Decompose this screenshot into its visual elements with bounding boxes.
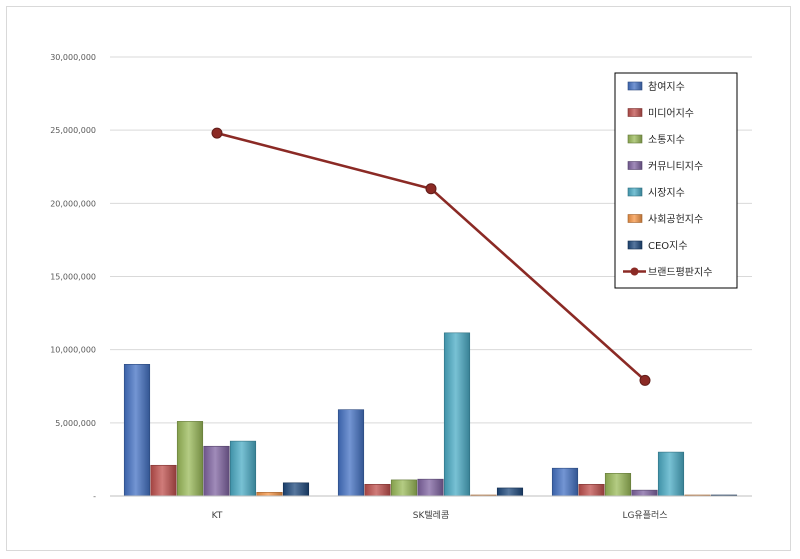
bar-1-1	[123, 363, 151, 497]
bar-1-2	[337, 409, 365, 497]
legend-label: 소통지수	[648, 134, 685, 146]
legend-line-marker	[630, 267, 639, 276]
line-point	[639, 374, 651, 386]
y-tick-label: 5,000,000	[55, 419, 96, 428]
legend-swatch	[627, 240, 643, 250]
legend-label: 시장지수	[648, 187, 685, 199]
x-category-label: KT	[212, 511, 223, 521]
x-category-label: SK텔레콤	[413, 509, 449, 521]
legend-label: 사회공헌지수	[648, 214, 703, 226]
bar-7-1	[282, 482, 310, 497]
bar-2-1	[150, 464, 177, 497]
bar-3-2	[390, 479, 418, 497]
bar-6-1	[256, 492, 283, 497]
bar-4-1	[203, 445, 230, 497]
legend-swatch	[627, 161, 643, 170]
y-tick-label: 25,000,000	[50, 126, 96, 135]
y-tick-label: 30,000,000	[50, 53, 96, 62]
bar-7-2	[496, 487, 524, 497]
brand-index-line	[211, 127, 651, 386]
y-tick-label: 20,000,000	[50, 199, 96, 208]
bar-3-3	[604, 473, 632, 497]
y-tick-label: -	[93, 492, 96, 501]
x-category-label: LG유플러스	[622, 510, 667, 521]
bar-1-3	[551, 467, 579, 497]
bar-5-3	[657, 451, 685, 497]
legend-label: 참여지수	[648, 81, 685, 93]
bar-3-1	[176, 421, 204, 497]
legend-swatch	[627, 108, 643, 117]
legend-swatch	[627, 214, 643, 223]
legend-swatch	[627, 81, 643, 91]
bars	[123, 332, 738, 497]
legend-label: 브랜드평판지수	[648, 267, 712, 279]
bar-5-2	[443, 332, 471, 497]
bar-2-2	[364, 483, 391, 497]
legend-box	[614, 72, 738, 289]
x-axis: KT SK텔레콤 LG유플러스	[110, 495, 752, 521]
y-tick-label: 15,000,000	[50, 273, 96, 282]
bar-2-3	[578, 483, 605, 497]
y-tick-label: 10,000,000	[50, 346, 96, 355]
legend-swatch	[627, 134, 643, 144]
y-axis: - 5,000,000 10,000,000 15,000,000 20,000,000…	[50, 53, 96, 501]
bar-5-1	[229, 440, 257, 497]
bar-4-2	[417, 478, 444, 497]
legend-label: 미디어지수	[648, 108, 694, 120]
line-point	[211, 127, 223, 139]
bar-4-3	[631, 489, 658, 497]
legend-swatch	[627, 187, 643, 197]
brand-index-polyline	[216, 131, 646, 382]
line-point	[425, 183, 437, 195]
legend-label: CEO지수	[648, 240, 688, 252]
legend-label: 커뮤니티지수	[648, 161, 703, 173]
